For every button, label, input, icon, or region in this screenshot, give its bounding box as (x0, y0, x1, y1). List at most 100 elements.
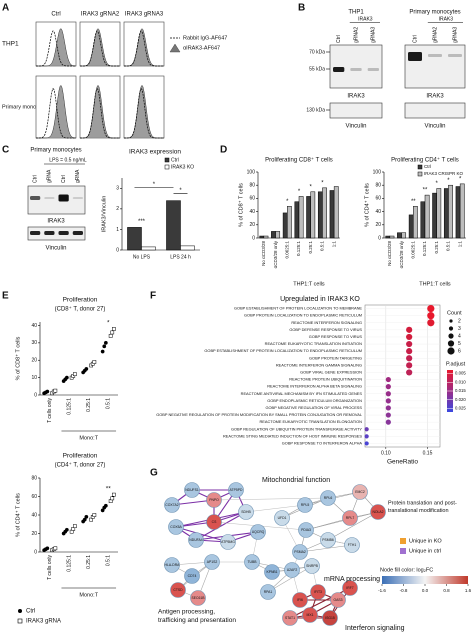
network-node (342, 580, 358, 596)
blot-title: Primary monocytes (30, 148, 81, 154)
enrichment-dot (385, 398, 391, 404)
x-tick-label: 0.125:1 (296, 241, 301, 257)
bar (298, 196, 304, 239)
term-label: REACTOME INTERFERON ALPHA BETA SIGNALING (267, 384, 362, 389)
band (44, 231, 55, 235)
x-tick-label: 0.0625:1 (284, 241, 289, 259)
data-point (84, 367, 89, 371)
treatment: LPS = 0.5 ng/mL (49, 157, 87, 163)
data-point (102, 344, 107, 349)
network-node (164, 497, 180, 513)
network-edge (299, 544, 353, 553)
legend-stained (169, 43, 181, 53)
y-tick-label: 80 (249, 183, 255, 189)
node-label: PNPO (209, 498, 219, 502)
node-label: NDUFS1 (185, 488, 199, 492)
blot (404, 102, 466, 119)
network-node (310, 584, 326, 600)
network-edge (175, 526, 229, 543)
y-tick-label: 0 (34, 392, 37, 398)
enrichment-dot (427, 319, 435, 327)
y-tick-label: 100 (373, 169, 382, 175)
bar (322, 187, 327, 239)
significance: * (436, 181, 439, 187)
data-point (73, 524, 77, 528)
x-tick-label: 0.0625:1 (410, 241, 415, 259)
y-tick-label: 80 (31, 475, 37, 481)
cluster-label: Interferon signaling (345, 625, 405, 632)
colorbar-label: 0.0 (422, 588, 429, 593)
legend-marker (18, 609, 22, 613)
network-node (238, 504, 254, 520)
legend-label: IRAK3 gRNA (26, 619, 61, 625)
y-axis-label: % of CD4⁺ T cells (363, 183, 370, 227)
y-tick-label: 1 (116, 227, 119, 233)
x-tick-label: 0.125:1 (422, 241, 427, 257)
legend-swatch (417, 171, 423, 177)
y-tick-label: 20 (249, 222, 255, 228)
blot (329, 44, 383, 89)
y-tick-label: 0 (252, 235, 255, 241)
network-node (282, 610, 298, 626)
node-label: IFI6 (297, 598, 303, 602)
enrichment-dot (406, 369, 413, 376)
colorbar-label: 0.020 (455, 397, 466, 402)
x-tick-label: 0.125:1 (67, 555, 73, 572)
node-label: ISG15 (325, 616, 335, 620)
data-point (112, 492, 116, 497)
legend-size (448, 326, 454, 331)
network-node (292, 592, 308, 608)
chart-title: IRAK3 expression (129, 149, 181, 156)
lane-label: gRNA (47, 169, 53, 183)
term-label: GOBP RESPONSE TO VIRUS (309, 334, 363, 339)
y-tick-label: 100 (247, 169, 256, 175)
network-node (188, 532, 204, 548)
enrichment-dot (406, 355, 413, 362)
significance: * (321, 180, 324, 186)
data-point (53, 546, 58, 551)
data-point (92, 513, 97, 517)
y-tick-label: 0 (116, 247, 119, 253)
legend-swatch (400, 548, 406, 554)
band (408, 52, 422, 61)
legend-label: Ctrl (26, 609, 35, 615)
term-label: REACTOME PROTEIN UBIQUITINATION (289, 377, 362, 382)
data-point (45, 389, 50, 394)
y-axis-label: % of CD8⁺ T cells (237, 183, 244, 227)
network-node (330, 592, 346, 608)
column-header: IRAK3 gRNA2 (81, 12, 120, 18)
band (72, 197, 83, 199)
blot-protein: IRAK3 (347, 94, 365, 100)
y-tick-label: 40 (249, 209, 255, 215)
node-label: FTH1 (348, 543, 357, 547)
lane-group: IRAK3 (439, 16, 454, 22)
blot (404, 44, 466, 89)
y-tick-label: 60 (375, 196, 381, 202)
significance: * (310, 184, 313, 190)
x-tick-label: 0.5:1 (320, 241, 325, 252)
band (44, 197, 55, 199)
plot-frame (364, 304, 441, 448)
bar (455, 186, 461, 239)
lane-label: gRNA3 (371, 27, 377, 43)
network-node (164, 557, 180, 573)
network-node (322, 610, 338, 626)
stained-histogram (80, 28, 120, 67)
data-point (110, 496, 115, 501)
annotation: * (179, 188, 182, 194)
node-label: COX7A2 (165, 503, 178, 507)
legend-label: 3 (458, 326, 461, 332)
panel-label: A (2, 3, 9, 14)
network-edge (327, 511, 379, 541)
x-tick-label: 0.25:1 (86, 398, 92, 412)
band (72, 231, 83, 235)
network-node (184, 568, 200, 584)
x-axis-label: GeneRatio (387, 459, 418, 466)
cluster-label: Mitochondrial function (262, 477, 330, 484)
colorbar-label: 0.005 (455, 371, 466, 376)
legend-label: IRAK3 KO (171, 164, 194, 170)
y-tick-label: 60 (249, 196, 255, 202)
lane-label: Ctrl (336, 35, 342, 43)
row-label: THP1 (2, 41, 19, 48)
panel-label: D (220, 145, 227, 156)
